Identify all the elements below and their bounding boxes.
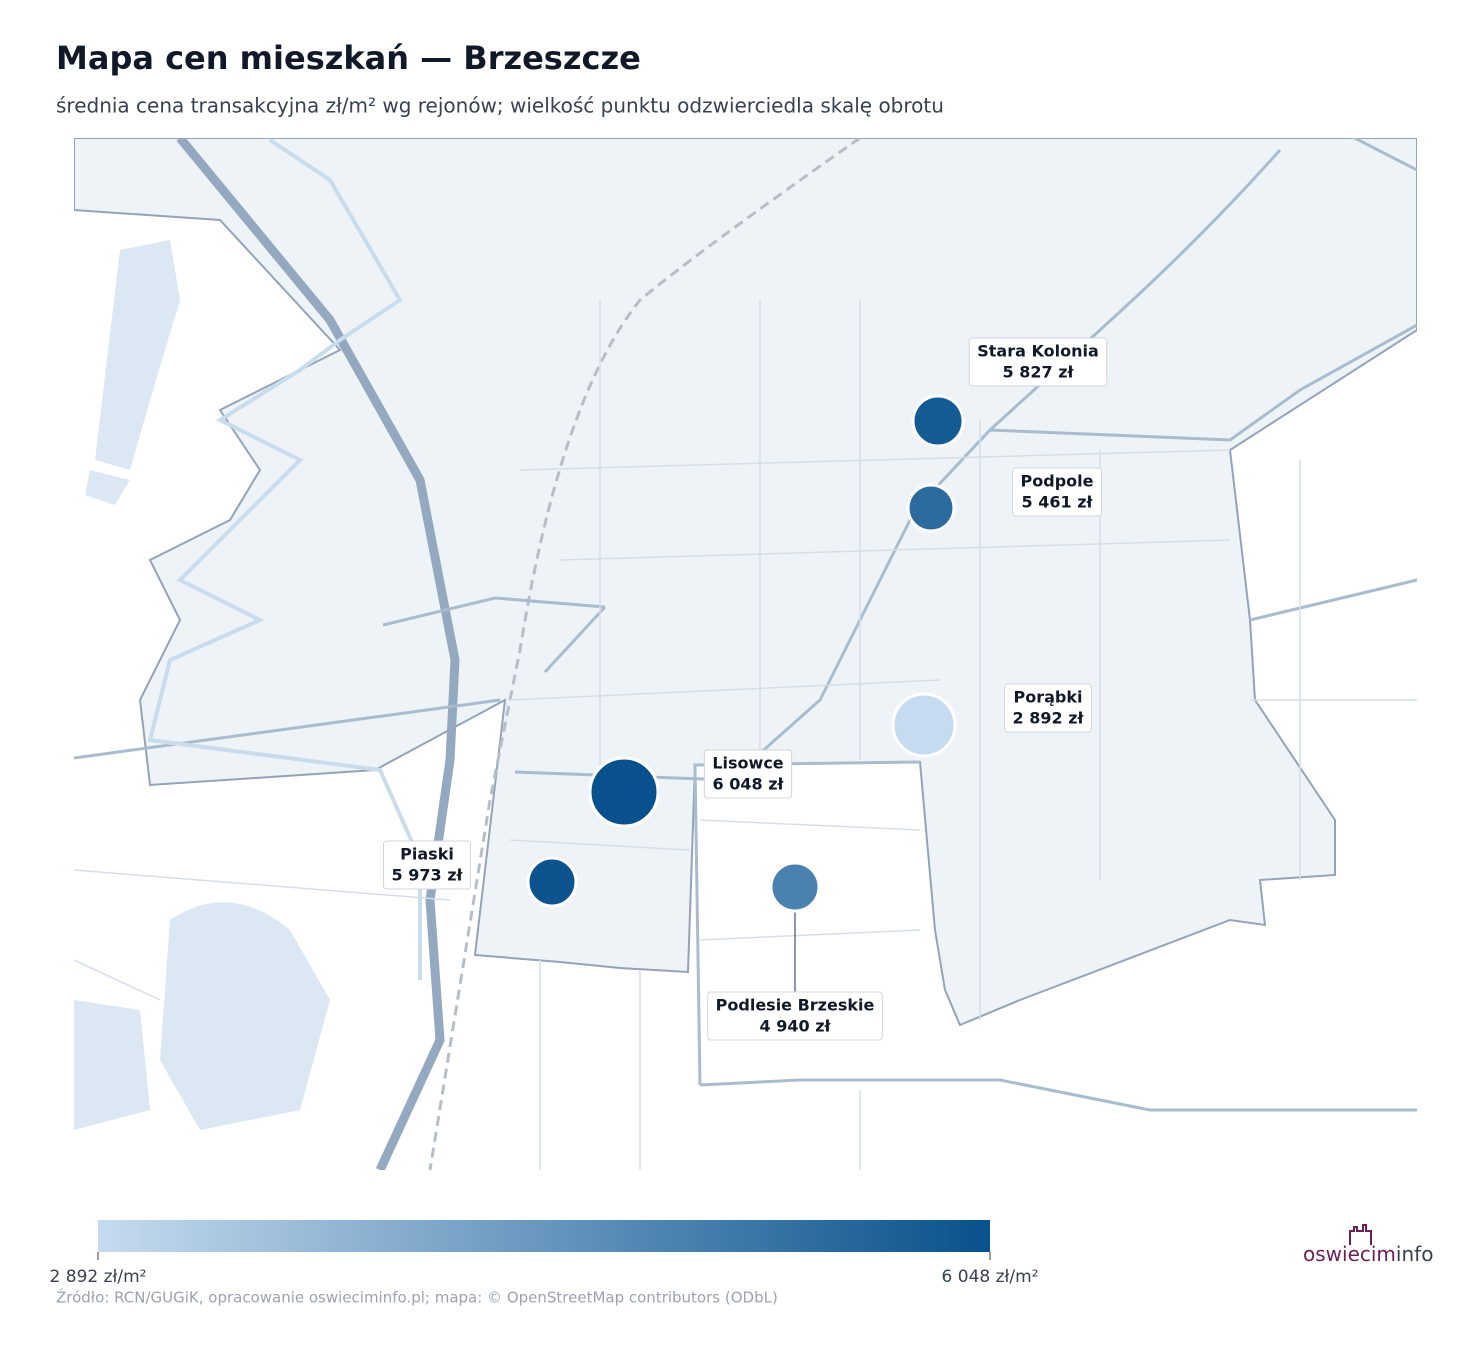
label-box [703,749,793,799]
source: Źródło: RCN/GUGiK, opracowanie oswiecimi… [56,1288,778,1307]
region-name: Porąbki [1014,688,1083,707]
region-point [911,394,965,448]
subtitle: średnia cena transakcyjna zł/m² wg rejon… [56,94,944,118]
region-value: 5 973 zł [392,866,464,885]
logo-text: oswieciminfo [1303,1242,1433,1266]
logo-icon [1349,1224,1372,1245]
region-name: Lisowce [712,754,783,773]
label-box [707,991,883,1041]
label-box [383,840,471,890]
label-box [1012,467,1102,517]
colorbar-tick-label: 2 892 zł/m² [50,1267,147,1287]
region-value: 6 048 zł [713,775,785,794]
region-name: Stara Kolonia [977,342,1098,361]
region-name: Podpole [1021,472,1094,491]
colorbar [98,1220,990,1252]
logo-main: oswiecim [1303,1242,1396,1266]
region-value: 5 461 zł [1022,493,1094,512]
region-value: 2 892 zł [1013,709,1085,728]
region-value: 5 827 zł [1003,363,1075,382]
region-name: Piaski [400,845,454,864]
region-name: Podlesie Brzeskie [716,996,875,1015]
region-point [906,483,956,533]
region-point [526,856,578,908]
label-box [968,337,1108,387]
logo: oswieciminfo [1303,1224,1433,1266]
label-box [1004,683,1092,733]
region-point [769,861,821,913]
colorbar-tick-label: 6 048 zł/m² [942,1267,1039,1287]
region-value: 4 940 zł [760,1017,832,1036]
title: Mapa cen mieszkań — Brzeszcze [56,39,641,77]
region-point [891,692,957,758]
logo-suffix: info [1396,1242,1434,1266]
region-point [588,756,660,828]
